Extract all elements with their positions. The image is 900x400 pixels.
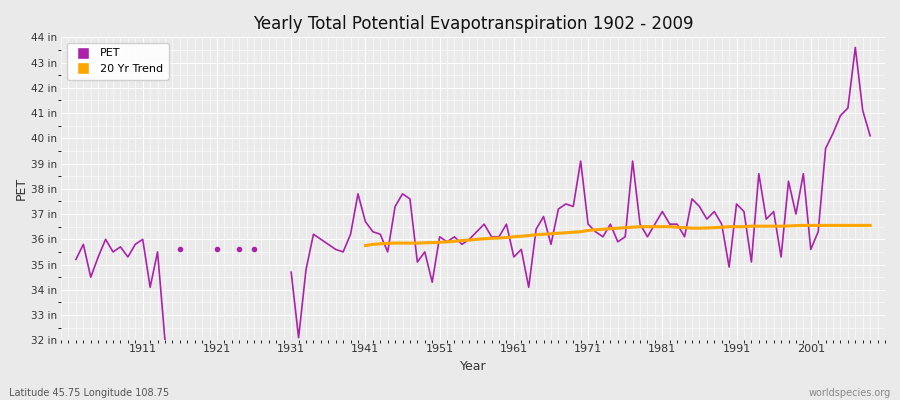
Text: Latitude 45.75 Longitude 108.75: Latitude 45.75 Longitude 108.75 (9, 388, 169, 398)
Title: Yearly Total Potential Evapotranspiration 1902 - 2009: Yearly Total Potential Evapotranspiratio… (253, 15, 693, 33)
Legend: PET, 20 Yr Trend: PET, 20 Yr Trend (67, 43, 168, 80)
Y-axis label: PET: PET (15, 177, 28, 200)
X-axis label: Year: Year (460, 360, 486, 373)
Text: worldspecies.org: worldspecies.org (809, 388, 891, 398)
